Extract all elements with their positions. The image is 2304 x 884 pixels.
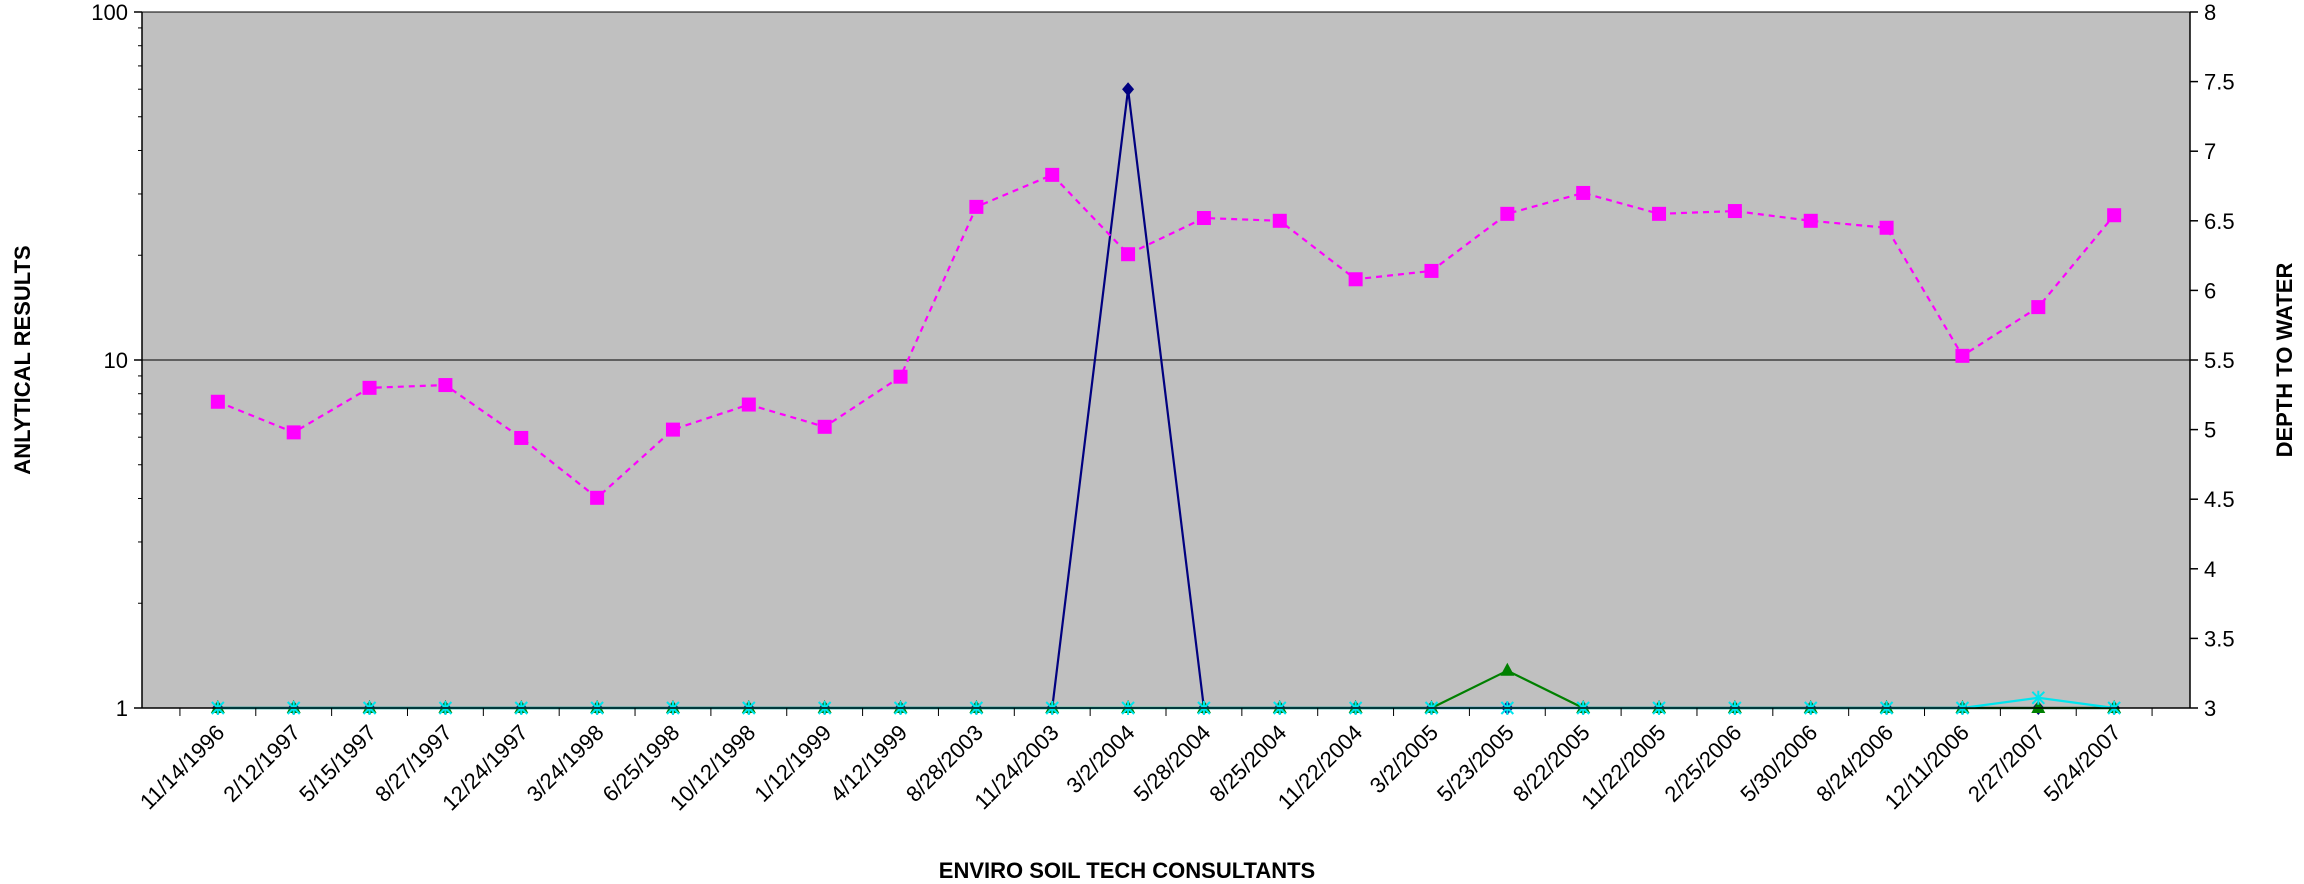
- data-point: [1272, 213, 1287, 228]
- right-tick-label: 8: [2204, 0, 2216, 25]
- data-point: [1500, 662, 1515, 676]
- left-tick-label: 10: [104, 348, 128, 373]
- right-tick-label: 5.5: [2204, 348, 2235, 373]
- left-axis-ticks: 1 10 100: [91, 0, 142, 721]
- x-axis-title: ENVIRO SOIL TECH CONSULTANTS: [939, 858, 1315, 883]
- x-tick-label: 4/12/1999: [825, 720, 912, 807]
- data-point: [1727, 204, 1742, 219]
- series-line: [217, 173, 2115, 500]
- left-tick-label: 100: [91, 0, 128, 25]
- right-tick-label: 6.5: [2204, 209, 2235, 234]
- x-tick-label: 5/30/2006: [1735, 720, 1822, 807]
- data-point: [2031, 700, 2046, 713]
- data-point: [1879, 220, 1894, 235]
- right-tick-label: 4: [2204, 557, 2216, 582]
- data-point: [1121, 247, 1136, 262]
- right-tick-label: 7.5: [2204, 70, 2235, 95]
- data-point: [1576, 185, 1591, 200]
- x-tick-label: 2/27/2007: [1963, 720, 2050, 807]
- data-point: [362, 380, 377, 395]
- data-point: [514, 430, 529, 445]
- data-point: [1500, 206, 1515, 221]
- x-axis-ticks: 11/14/19962/12/19975/15/19978/27/199712/…: [135, 708, 2153, 815]
- data-point: [438, 378, 453, 393]
- data-point: [1348, 272, 1363, 287]
- x-tick-label: 5/23/2005: [1432, 720, 1519, 807]
- data-point: [2107, 208, 2122, 223]
- x-tick-label: 5/24/2007: [2039, 720, 2126, 807]
- x-tick-label: 3/2/2004: [1061, 720, 1139, 798]
- left-tick-label: 1: [116, 696, 128, 721]
- right-tick-label: 6: [2204, 278, 2216, 303]
- x-tick-label: 3/24/1998: [522, 720, 609, 807]
- x-tick-label: 1/12/1999: [749, 720, 836, 807]
- data-point: [893, 369, 908, 384]
- x-tick-label: 5/28/2004: [1129, 720, 1216, 807]
- y-axis-title: ANLYTICAL RESULTS: [10, 245, 35, 474]
- x-tick-label: 2/12/1997: [218, 720, 305, 807]
- right-tick-label: 5: [2204, 418, 2216, 443]
- data-point: [1424, 263, 1439, 278]
- data-point: [2031, 300, 2046, 315]
- right-tick-label: 7: [2204, 139, 2216, 164]
- data-point: [2031, 690, 2046, 705]
- data-point: [1045, 167, 1060, 182]
- series-square: [210, 167, 2122, 505]
- right-tick-label: 4.5: [2204, 487, 2235, 512]
- data-point: [1803, 213, 1818, 228]
- data-point: [969, 199, 984, 214]
- data-point: [286, 425, 301, 440]
- data-point: [817, 419, 832, 434]
- data-point: [590, 490, 605, 505]
- x-tick-label: 5/15/1997: [294, 720, 381, 807]
- y2-axis-title: DEPTH TO WATER: [2272, 263, 2297, 458]
- x-tick-label: 2/25/2006: [1660, 720, 1747, 807]
- data-point: [210, 394, 225, 409]
- x-tick-label: 11/14/1996: [135, 720, 229, 814]
- data-point: [741, 397, 756, 412]
- x-tick-label: 3/2/2005: [1365, 720, 1443, 798]
- data-point: [1196, 211, 1211, 226]
- data-point: [665, 422, 680, 437]
- data-point: [1652, 206, 1667, 221]
- right-tick-label: 3: [2204, 696, 2216, 721]
- data-point: [1955, 348, 1970, 363]
- data-point: [1122, 82, 1135, 97]
- right-tick-label: 3.5: [2204, 626, 2235, 651]
- right-axis-ticks: 3 3.5 4 4.5 5 5.5 6 6.5 7 7.5 8: [2190, 0, 2235, 721]
